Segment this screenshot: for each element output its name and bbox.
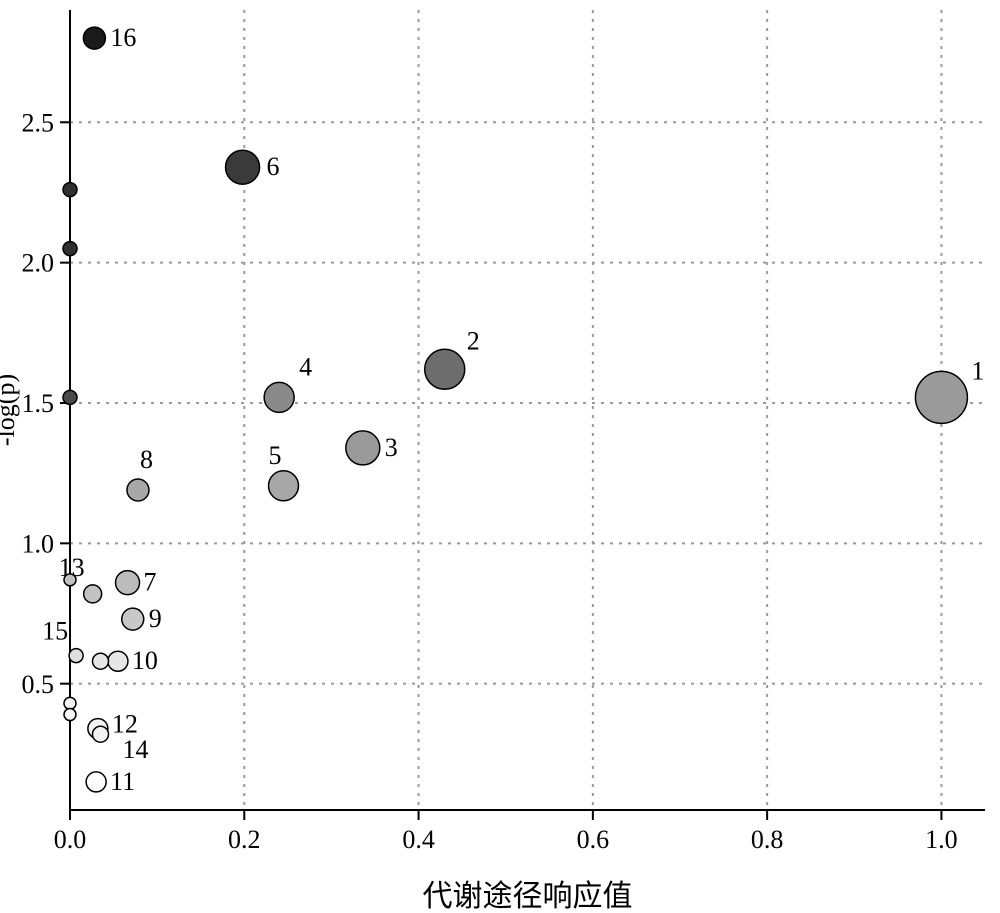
- data-point: [269, 471, 299, 501]
- data-point: [64, 574, 76, 586]
- data-point: [64, 697, 76, 709]
- data-point: [64, 709, 76, 721]
- data-point: [86, 772, 106, 792]
- data-point-label: 6: [267, 152, 280, 181]
- data-point-label: 3: [385, 433, 398, 462]
- data-point-label: 10: [132, 646, 158, 675]
- data-point-label: 5: [269, 441, 282, 470]
- data-point: [122, 608, 144, 630]
- data-point: [84, 585, 102, 603]
- x-axis-title: 代谢途径响应值: [423, 880, 633, 913]
- data-point-label: 11: [110, 767, 135, 796]
- y-tick-label: 0.5: [22, 670, 55, 699]
- data-point: [425, 349, 465, 389]
- data-point-label: 15: [42, 617, 68, 646]
- x-tick-label: 0.0: [54, 825, 87, 854]
- y-axis-title: -log(p): [0, 374, 20, 446]
- data-point: [226, 150, 260, 184]
- bubble-scatter-chart: 0.0 0.2 0.4 0.6 0.8 1.0 0.5 1.0 1.5 2.0 2.5 代谢途径响应值…: [0, 0, 1000, 913]
- x-tick-label: 0.2: [228, 825, 261, 854]
- data-point: [108, 651, 128, 671]
- data-point: [83, 27, 105, 49]
- data-point-label: 9: [149, 604, 162, 633]
- data-point-label: 4: [299, 352, 312, 381]
- data-point: [63, 390, 77, 404]
- data-point: [264, 382, 294, 412]
- x-tick-label: 0.6: [577, 825, 610, 854]
- data-point: [915, 371, 967, 423]
- data-point: [69, 649, 83, 663]
- data-point: [346, 431, 380, 465]
- x-tick-label: 0.4: [402, 825, 435, 854]
- data-point-label: 8: [140, 445, 153, 474]
- data-point: [116, 571, 140, 595]
- chart-svg: 0.0 0.2 0.4 0.6 0.8 1.0 0.5 1.0 1.5 2.0 2.5 代谢途径响应值…: [0, 0, 1000, 913]
- y-tick-label: 2.5: [22, 108, 55, 137]
- data-point: [63, 183, 77, 197]
- data-point-label: 2: [467, 326, 480, 355]
- data-point: [127, 479, 149, 501]
- data-point: [93, 653, 109, 669]
- y-tick-label: 1.0: [22, 529, 55, 558]
- data-point-label: 7: [144, 568, 157, 597]
- data-point-label: 14: [123, 735, 149, 764]
- data-point-label: 16: [110, 23, 136, 52]
- x-tick-label: 0.8: [751, 825, 784, 854]
- data-point-label: 1: [971, 356, 984, 385]
- y-tick-label: 1.5: [22, 389, 55, 418]
- data-point: [93, 726, 109, 742]
- y-tick-label: 2.0: [22, 249, 55, 278]
- data-point: [63, 242, 77, 256]
- x-tick-label: 1.0: [925, 825, 958, 854]
